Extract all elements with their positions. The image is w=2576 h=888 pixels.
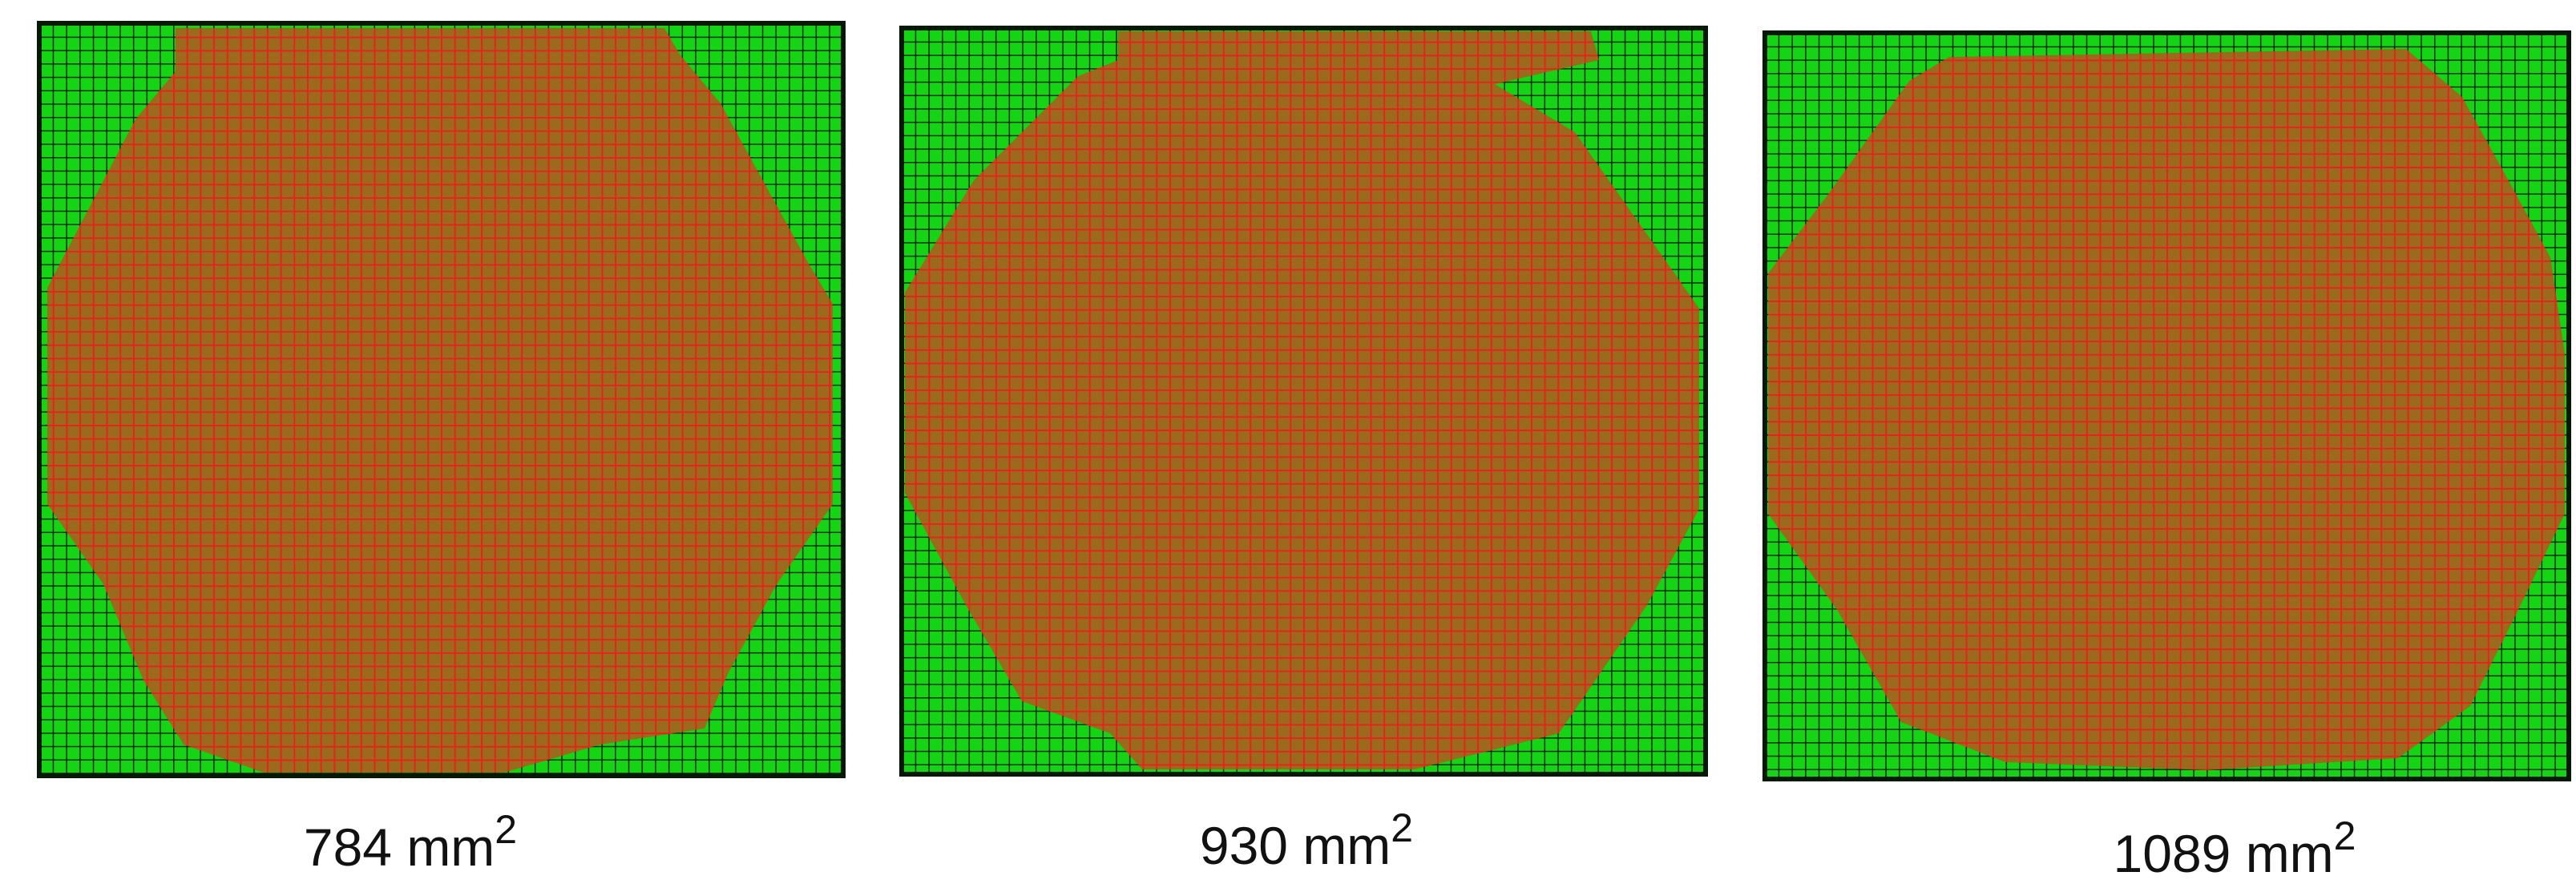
- panel-label: 1089 mm2: [2114, 813, 2356, 883]
- label-sup: 2: [495, 807, 517, 852]
- label-text: 1089 mm: [2114, 824, 2334, 883]
- panel: [1765, 33, 2569, 779]
- page: {"panels": [ {"label": {"text": "784 mm"…: [0, 0, 2576, 888]
- panel: [902, 28, 1706, 774]
- label-sup: 2: [1391, 805, 1413, 850]
- label-sup: 2: [2334, 813, 2356, 858]
- label-text: 784 mm: [304, 817, 495, 877]
- panel: [39, 23, 843, 776]
- figure: 784 mm2 930 mm2 1089 mm2: [0, 0, 2576, 888]
- label-text: 930 mm: [1200, 816, 1391, 875]
- panel-label: 784 mm2: [304, 807, 517, 877]
- panel-label: 930 mm2: [1200, 805, 1413, 875]
